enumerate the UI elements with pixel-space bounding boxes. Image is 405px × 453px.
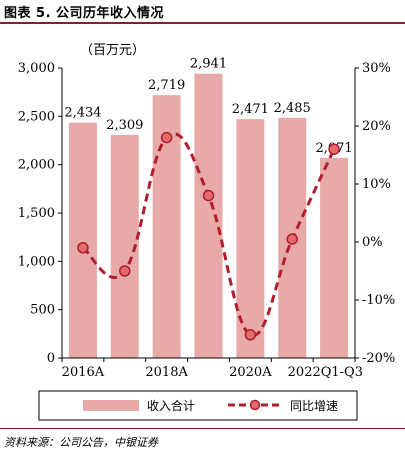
title-divider (0, 22, 405, 24)
y-right-tick-label: 0% (362, 235, 383, 250)
x-tick-label-2022Q1-Q3: 2022Q1-Q3 (288, 365, 363, 380)
source-note: 资料来源：公司公告，中银证券 (4, 436, 158, 449)
bar-2022Q1-Q3 (320, 157, 349, 358)
legend-frame (38, 390, 358, 421)
y-right-tick-label: 30% (362, 61, 391, 76)
legend-swatch-revenue (83, 400, 139, 411)
y-left-tick-label: 500 (30, 303, 55, 318)
y-left-tick-label: 3,000 (18, 61, 55, 76)
bar-2019A (194, 73, 223, 358)
growth-line-series (77, 131, 340, 341)
growth-point-2019A (202, 189, 215, 202)
unit-label: （百万元） (80, 43, 145, 58)
y-left-tick-label: 2,500 (18, 109, 55, 124)
bar-label-2018A: 2,719 (148, 78, 185, 93)
growth-point-2022Q1-Q3 (328, 143, 340, 155)
bar-label-2021A: 2,485 (274, 101, 311, 116)
y-right-tick-label: -10% (362, 293, 395, 308)
y-right-tick-label: -20% (362, 351, 395, 366)
source-divider (0, 428, 405, 429)
bar-label-2020A: 2,471 (232, 102, 269, 117)
x-tick-label-2018A: 2018A (145, 365, 188, 380)
x-tick-label-2020A: 2020A (229, 365, 272, 380)
legend: 收入合计 同比增速 (38, 390, 358, 421)
y-right-tick-label: 10% (362, 177, 391, 192)
growth-point-2018A (160, 131, 173, 144)
legend-swatch-growth-marker (249, 399, 261, 411)
bar-label-2017A: 2,309 (106, 118, 143, 133)
growth-point-2020A (244, 329, 257, 341)
growth-point-2021A (286, 233, 298, 245)
y-left-tick-label: 0 (47, 351, 55, 366)
x-tick-label-2016A: 2016A (62, 365, 105, 380)
y-right-tick-label: 20% (362, 119, 391, 134)
legend-label-revenue: 收入合计 (147, 398, 195, 413)
growth-point-2017A (119, 265, 131, 277)
y-left-tick-label: 1,500 (18, 206, 55, 221)
bar-2016A (68, 122, 97, 358)
chart-title: 图表 5. 公司历年收入情况 (4, 6, 165, 21)
y-left-tick-label: 2,000 (18, 158, 55, 173)
bar-label-2019A: 2,941 (190, 57, 227, 72)
y-left-tick-label: 1,000 (18, 254, 55, 269)
legend-label-growth: 同比增速 (290, 399, 338, 413)
bar-label-2016A: 2,434 (64, 106, 101, 121)
bar-series (68, 73, 349, 359)
axes: 0 500 1,000 1,500 2,000 2,500 3,000 -20% -10% 0% 1… (18, 61, 396, 380)
growth-point-2016A (77, 242, 89, 254)
